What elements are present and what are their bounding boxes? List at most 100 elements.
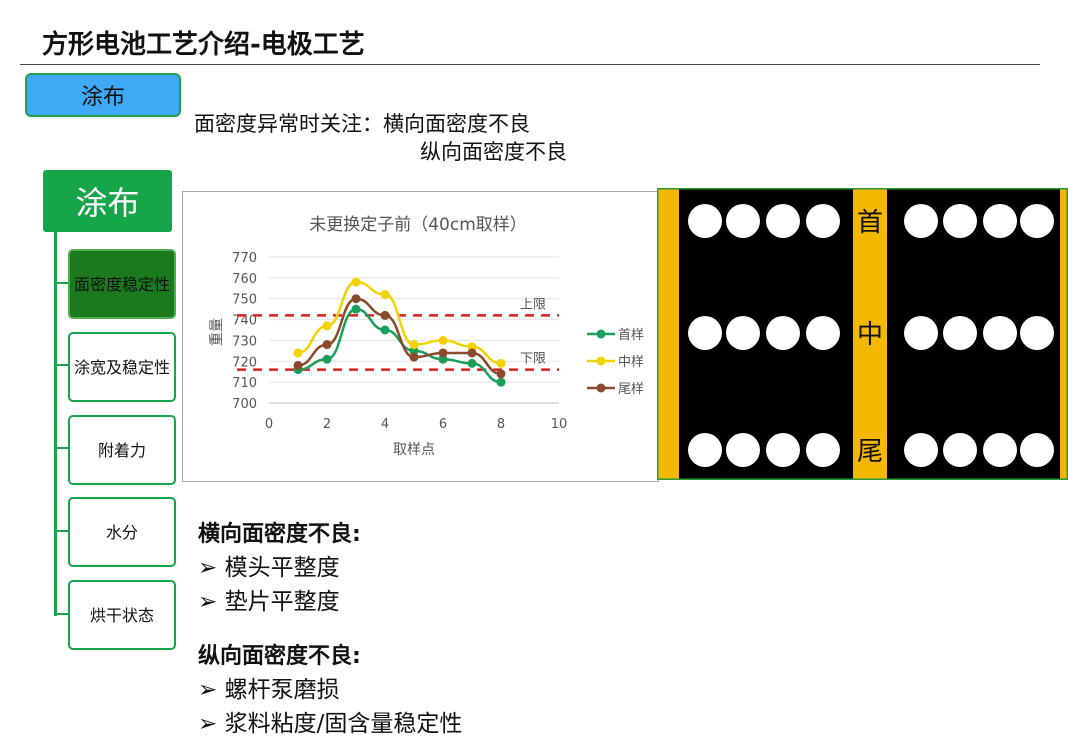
y-tick-label: 740 — [232, 314, 257, 329]
chart-svg: 未更换定子前（40cm取样） 700 710 720 730 740 750 760 770 0 2… — [209, 215, 644, 458]
section-2: 纵向面密度不良: ➢ 螺杆泵磨损 ➢ 浆料粘度/固含量稳定性 — [198, 638, 462, 738]
data-point — [293, 360, 303, 370]
data-point — [380, 290, 390, 300]
bullet-icon: ➢ — [198, 555, 218, 581]
bullet-icon: ➢ — [198, 589, 218, 615]
sample-dot — [983, 204, 1017, 238]
coating-tag-button[interactable]: 涂布 — [25, 73, 181, 117]
legend-label: 首样 — [618, 328, 644, 343]
data-point — [438, 354, 448, 364]
sample-dot — [904, 204, 938, 238]
tree-item-coating-width[interactable]: 涂宽及稳定性 — [68, 332, 176, 402]
x-tick-label: 4 — [381, 417, 389, 432]
sample-dot — [1020, 204, 1054, 238]
x-tick-label: 10 — [551, 417, 568, 432]
sample-dot — [806, 433, 840, 467]
data-point — [467, 348, 477, 358]
sample-dot — [766, 433, 800, 467]
sample-dot — [688, 316, 722, 350]
tree-branch — [55, 530, 68, 532]
tree-root[interactable]: 涂布 — [43, 170, 172, 232]
list-item: 垫片平整度 — [224, 589, 340, 615]
data-point — [467, 342, 477, 352]
tree-item-adhesion[interactable]: 附着力 — [68, 415, 176, 485]
edge-strip — [1060, 188, 1068, 480]
tree-connector — [54, 232, 57, 616]
data-point — [322, 321, 332, 331]
section-heading: 横向面密度不良: — [198, 522, 361, 547]
data-point — [380, 310, 390, 320]
y-tick-label: 750 — [232, 293, 257, 308]
sample-dot — [688, 204, 722, 238]
data-point — [322, 340, 332, 350]
bullet-icon: ➢ — [198, 711, 218, 737]
data-point — [409, 340, 419, 350]
legend-marker — [596, 329, 606, 339]
legend-marker — [596, 383, 606, 393]
note-line-1: 面密度异常时关注：横向面密度不良 — [194, 112, 530, 136]
data-point — [351, 304, 361, 314]
edge-strip — [657, 188, 679, 480]
section-1: 横向面密度不良: ➢ 模头平整度 ➢ 垫片平整度 — [198, 516, 361, 616]
tree-item-moisture[interactable]: 水分 — [68, 497, 176, 567]
tree-item-areal-density[interactable]: 面密度稳定性 — [68, 249, 176, 319]
section-heading: 纵向面密度不良: — [198, 644, 361, 669]
sample-dot — [726, 433, 760, 467]
sample-dot — [943, 433, 977, 467]
data-point — [409, 352, 419, 362]
data-point — [293, 348, 303, 358]
sample-dot — [983, 433, 1017, 467]
data-point — [496, 369, 506, 379]
data-point — [351, 294, 361, 304]
position-label: 尾 — [857, 437, 883, 467]
x-tick-label: 0 — [265, 417, 273, 432]
sample-dot — [726, 204, 760, 238]
y-tick-label: 760 — [232, 272, 257, 287]
page-title: 方形电池工艺介绍-电极工艺 — [42, 30, 365, 60]
sample-dot — [943, 316, 977, 350]
data-point — [496, 358, 506, 368]
data-point — [438, 348, 448, 358]
sample-dot — [806, 316, 840, 350]
sample-dot — [904, 316, 938, 350]
note-line-2: 纵向面密度不良 — [420, 140, 567, 164]
sample-dot — [766, 316, 800, 350]
electrode-sampling-diagram: 首中尾 — [655, 186, 1068, 482]
sample-dot — [943, 204, 977, 238]
chart-title: 未更换定子前（40cm取样） — [309, 215, 527, 235]
tree-branch — [55, 364, 68, 366]
y-tick-label: 770 — [232, 251, 257, 266]
y-tick-label: 730 — [232, 334, 257, 349]
list-item: 螺杆泵磨损 — [224, 677, 340, 703]
sample-dot — [726, 316, 760, 350]
position-label: 中 — [857, 320, 883, 350]
series-line-1 — [297, 280, 502, 365]
x-axis-label: 取样点 — [393, 442, 435, 458]
list-item: 浆料粘度/固含量稳定性 — [224, 711, 463, 737]
reference-label: 下限 — [520, 352, 546, 367]
title-divider — [20, 64, 1040, 65]
y-tick-label: 700 — [232, 397, 257, 412]
position-label: 首 — [857, 208, 883, 238]
series-line-2 — [297, 297, 502, 376]
sample-dot — [766, 204, 800, 238]
data-point — [496, 377, 506, 387]
tree-item-drying[interactable]: 烘干状态 — [68, 580, 176, 650]
y-axis-label: 重量 — [209, 318, 225, 346]
sample-dot — [806, 204, 840, 238]
legend-marker — [596, 356, 606, 366]
sample-dot — [904, 433, 938, 467]
x-tick-label: 8 — [497, 417, 505, 432]
sample-dot — [1020, 433, 1054, 467]
sample-dot — [688, 433, 722, 467]
tree-branch — [55, 447, 68, 449]
y-tick-label: 710 — [232, 376, 257, 391]
list-item: 模头平整度 — [224, 555, 340, 581]
tree-branch — [55, 613, 68, 615]
y-tick-label: 720 — [232, 355, 257, 370]
diagram-svg: 首中尾 — [655, 186, 1068, 482]
line-chart: 未更换定子前（40cm取样） 700 710 720 730 740 750 760 770 0 2… — [182, 191, 659, 482]
sample-dot — [1020, 316, 1054, 350]
reference-label: 上限 — [520, 297, 546, 312]
legend-label: 中样 — [618, 355, 644, 370]
